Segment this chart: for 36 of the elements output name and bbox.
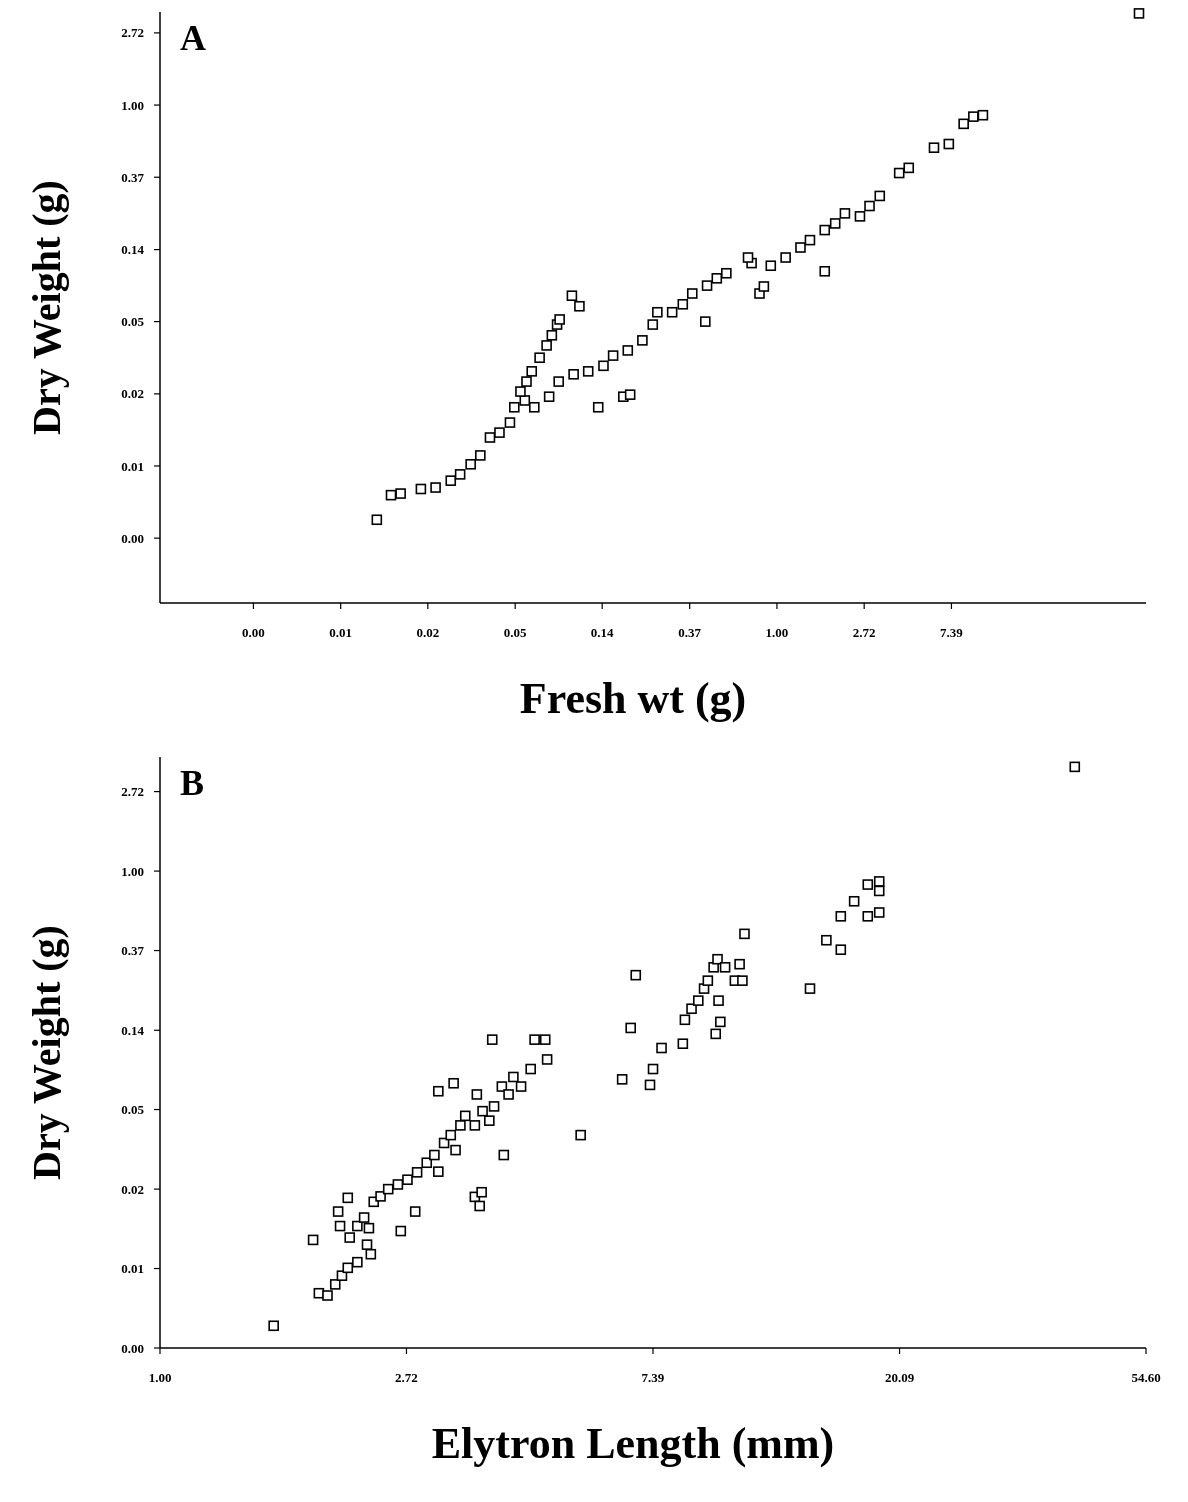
x-tick-label: 0.14 bbox=[590, 625, 615, 640]
y-tick-label: 2.72 bbox=[121, 784, 144, 800]
y-tick-label: 0.37 bbox=[121, 943, 145, 959]
y-axis-title: Dry Weight (g) bbox=[24, 925, 69, 1180]
x-tick-label: 0.01 bbox=[329, 625, 353, 640]
chart-title: A bbox=[180, 18, 206, 58]
x-tick-label: 54.60 bbox=[1131, 1370, 1161, 1385]
x-tick-label: 0.05 bbox=[503, 625, 528, 640]
chart-title: B bbox=[180, 763, 205, 803]
y-tick-label: 0.02 bbox=[121, 386, 144, 402]
y-tick-label: 0.01 bbox=[121, 1261, 144, 1277]
x-tick-label: 20.09 bbox=[884, 1370, 915, 1385]
y-tick-label: 0.05 bbox=[121, 314, 145, 330]
x-tick-label: 2.72 bbox=[852, 625, 876, 640]
y-tick-label: 0.05 bbox=[121, 1102, 145, 1118]
y-tick-label: 1.00 bbox=[121, 97, 144, 113]
x-axis-title: Elytron Length (mm) bbox=[431, 1419, 835, 1468]
x-axis-title: Fresh wt (g) bbox=[519, 674, 747, 723]
y-tick-label: 0.01 bbox=[121, 458, 144, 474]
x-tick-label: 0.00 bbox=[242, 625, 265, 640]
y-tick-label: 0.37 bbox=[121, 169, 145, 185]
y-tick-label: 0.00 bbox=[121, 1340, 144, 1356]
x-tick-label: 0.37 bbox=[678, 625, 702, 640]
y-tick-label: 0.14 bbox=[121, 242, 145, 258]
y-tick-label: 0.00 bbox=[121, 530, 144, 546]
x-tick-label: 7.39 bbox=[641, 1370, 665, 1385]
x-tick-label: 7.39 bbox=[940, 625, 964, 640]
y-tick-label: 1.00 bbox=[121, 863, 144, 879]
x-tick-label: 0.02 bbox=[416, 625, 440, 640]
x-tick-label: 2.72 bbox=[395, 1370, 418, 1385]
x-tick-label: 1.00 bbox=[765, 625, 789, 640]
x-tick-label: 1.00 bbox=[148, 1370, 172, 1385]
y-axis-title: Dry Weight (g) bbox=[24, 180, 69, 435]
y-tick-label: 0.14 bbox=[121, 1022, 145, 1038]
y-tick-label: 0.02 bbox=[121, 1181, 144, 1197]
y-tick-label: 2.72 bbox=[121, 25, 144, 41]
